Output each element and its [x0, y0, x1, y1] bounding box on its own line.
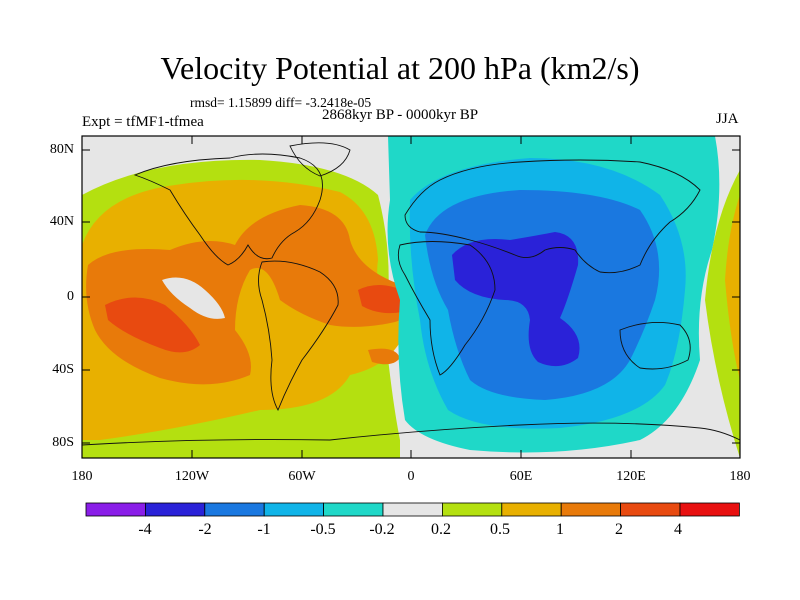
near-zero-contour: [162, 277, 225, 319]
y-tick-label: 40N: [49, 214, 74, 229]
colorbar-swatch: [679, 502, 740, 517]
colorbar-label: 0.2: [431, 521, 451, 538]
coast-australia: [619, 321, 691, 370]
coast-greenland: [289, 142, 351, 177]
map-title: Velocity Potential at 200 hPa (km2/s): [160, 50, 640, 86]
positive-contour-2: [105, 297, 200, 353]
x-tick-label: 180: [729, 469, 751, 484]
positive-contour-0.5-east: [725, 195, 740, 380]
colorbar-label: 4: [674, 521, 682, 538]
colorbar: [85, 502, 740, 517]
coastlines: [82, 142, 740, 446]
coast-antarctica: [82, 422, 740, 446]
y-tick-label: 80S: [52, 435, 74, 450]
colorbar-label: -0.5: [310, 521, 336, 538]
positive-contour-1-b: [368, 348, 400, 365]
colorbar-label: -4: [138, 521, 152, 538]
x-tick-label: 0: [407, 469, 415, 484]
x-tick-label: 120E: [616, 469, 646, 484]
colorbar-swatch: [204, 502, 265, 517]
negative-contour-2: [452, 232, 580, 367]
colorbar-label: -2: [198, 521, 212, 538]
coast-north-america: [133, 153, 323, 266]
x-tick-label: 120W: [174, 469, 210, 484]
colorbar-swatch: [144, 502, 206, 517]
tick-marks: [82, 136, 740, 458]
season-label: JJA: [716, 111, 739, 127]
coast-europe-asia: [404, 159, 701, 274]
colorbar-swatch: [382, 502, 443, 517]
colorbar-label: -0.2: [369, 521, 395, 538]
experiment-label: Expt = tfMF1-tfmea: [82, 114, 204, 130]
coast-south-america: [258, 260, 339, 412]
contour-fill: [82, 136, 740, 458]
y-tick-label: 0: [67, 289, 74, 304]
colorbar-swatch: [85, 502, 146, 517]
colorbar-label: 2: [615, 521, 623, 538]
y-tick-label: 80N: [49, 142, 74, 157]
colorbar-label: -1: [257, 521, 271, 538]
colorbar-label: 0.5: [490, 521, 510, 538]
x-tick-label: 60W: [288, 469, 316, 484]
x-tick-label: 60E: [509, 469, 533, 484]
colorbar-swatch: [441, 502, 503, 517]
rmsd-diff-stats: rmsd= 1.15899 diff= -3.2418e-05: [190, 95, 372, 110]
colorbar-swatch: [323, 502, 384, 517]
colorbar-swatch: [560, 502, 622, 517]
x-tick-label: 180: [71, 469, 93, 484]
time-period-label: 2868kyr BP - 0000kyr BP: [322, 107, 479, 123]
colorbar-label: 1: [556, 521, 564, 538]
coast-africa: [397, 241, 496, 376]
colorbar-swatch: [263, 502, 325, 517]
positive-contour-2-b: [358, 285, 407, 314]
colorbar-swatch: [620, 502, 681, 517]
colorbar-swatch: [501, 502, 562, 517]
y-tick-label: 40S: [52, 362, 74, 377]
